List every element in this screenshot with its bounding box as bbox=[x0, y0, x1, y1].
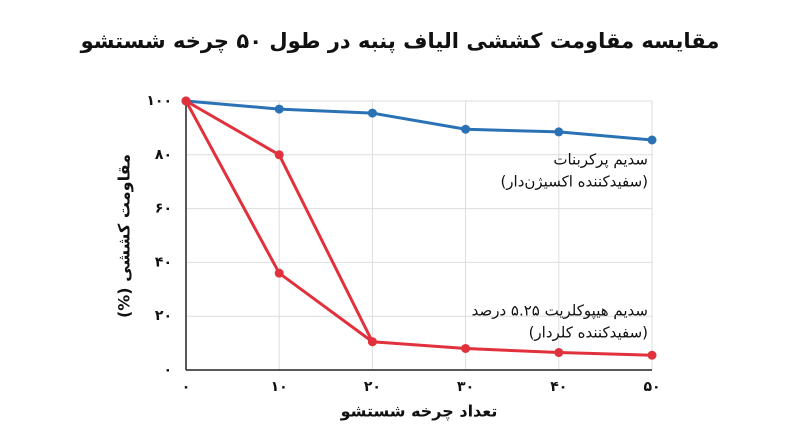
annotation: (سفیدکننده کلردار) bbox=[529, 324, 648, 342]
x-tick-label: ۲۰ bbox=[364, 379, 381, 395]
data-point bbox=[274, 150, 284, 160]
x-tick-label: ۰ bbox=[182, 379, 191, 395]
series-line bbox=[184, 100, 653, 357]
y-tick-label: ۲۰ bbox=[155, 308, 172, 324]
series-line bbox=[185, 99, 653, 142]
data-point bbox=[554, 348, 564, 358]
y-tick-label: ۶۰ bbox=[155, 201, 172, 217]
data-point bbox=[461, 343, 471, 353]
x-tick-label: ۵۰ bbox=[643, 379, 660, 395]
annotation: (سفیدکننده اکسیژن‌دار) bbox=[500, 173, 648, 191]
x-tick-label: ۱۰ bbox=[271, 379, 288, 395]
y-tick-label: ۰ bbox=[163, 362, 172, 378]
annotation: سدیم هیپوکلریت ۵.۲۵ درصد bbox=[472, 302, 648, 321]
data-point bbox=[647, 350, 657, 360]
x-tick-label: ۳۰ bbox=[457, 379, 474, 395]
data-point bbox=[274, 268, 284, 278]
y-axis-title: مقاومت کششی (%) bbox=[115, 154, 134, 318]
data-point bbox=[181, 96, 191, 106]
x-tick-label: ۴۰ bbox=[550, 379, 567, 395]
data-point bbox=[367, 337, 377, 347]
data-point bbox=[367, 108, 377, 118]
data-point bbox=[274, 104, 284, 114]
y-tick-label: ۱۰۰ bbox=[146, 93, 172, 109]
data-point bbox=[461, 124, 471, 134]
chart-title: مقایسه مقاومت کششی الیاف پنبه در طول ۵۰ … bbox=[80, 29, 720, 53]
data-point bbox=[554, 127, 564, 137]
x-axis-title: تعداد چرخه شستشو bbox=[340, 402, 498, 422]
y-tick-label: ۴۰ bbox=[155, 254, 172, 270]
annotation: سدیم پرکربنات bbox=[553, 151, 648, 170]
y-tick-label: ۸۰ bbox=[155, 147, 172, 163]
data-point bbox=[647, 135, 657, 145]
